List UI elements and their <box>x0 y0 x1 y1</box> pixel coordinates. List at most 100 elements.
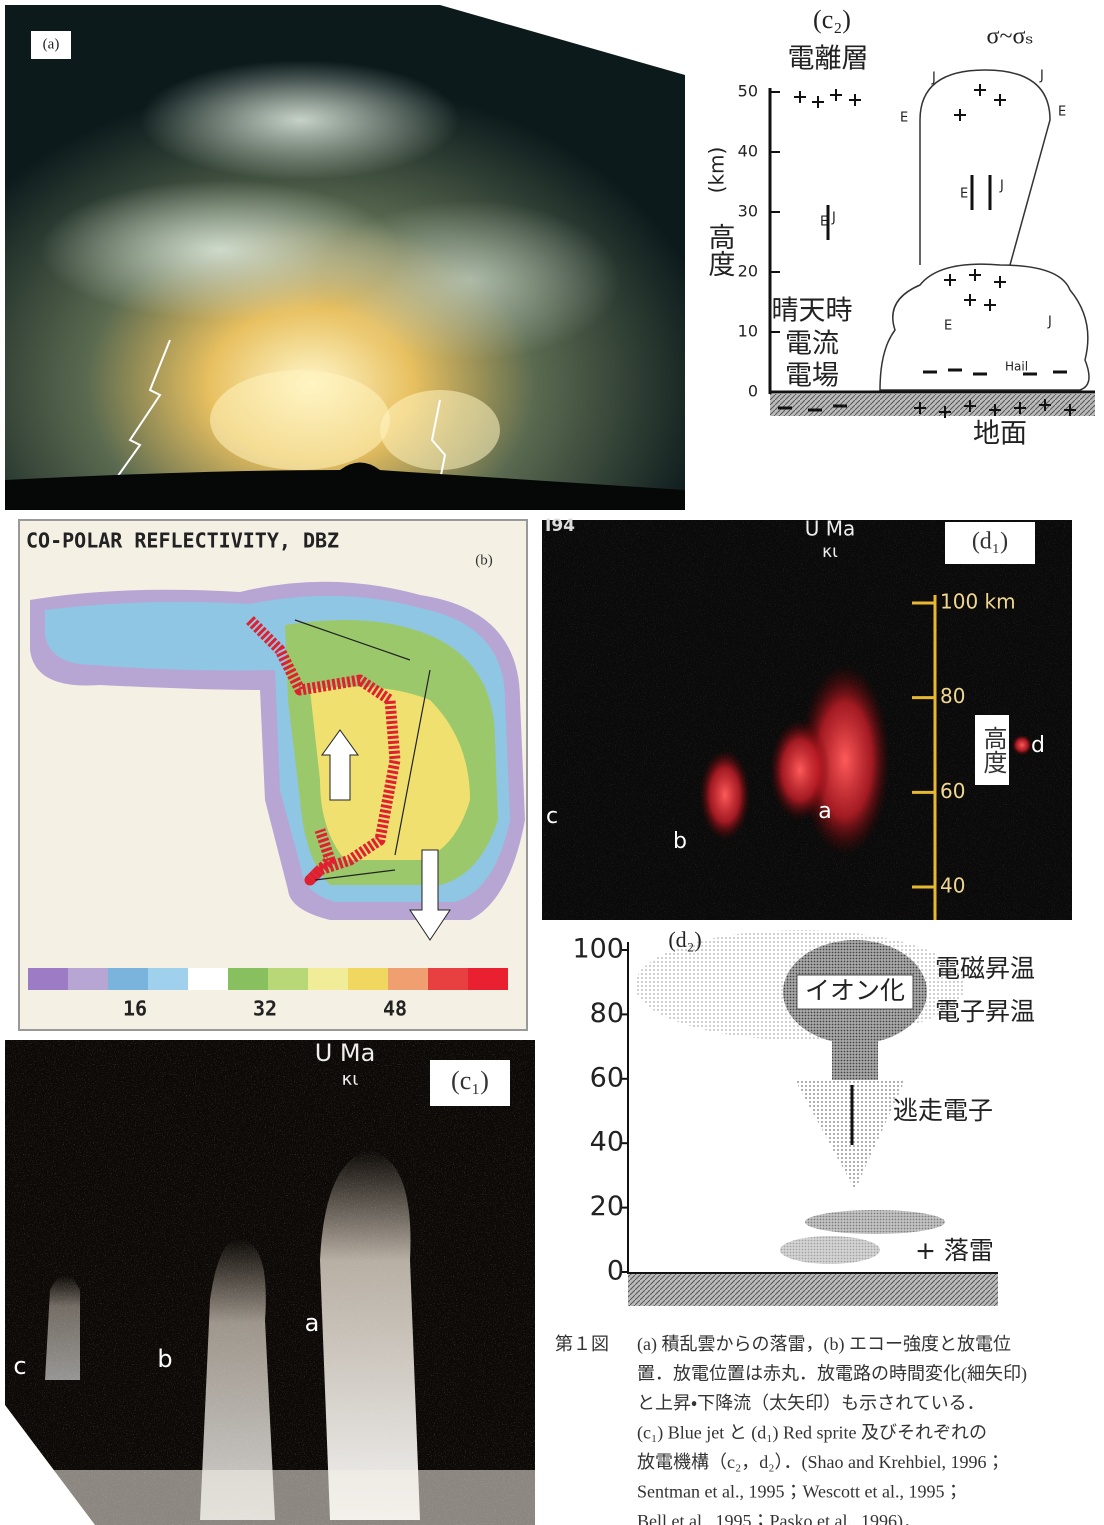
panel-b: CO-POLAR REFLECTIVITY, DBZ (b) 16 32 48 <box>19 520 527 1030</box>
em-heating-label: 電磁昇温 <box>935 954 1035 983</box>
colorbar-swatch <box>268 968 308 990</box>
frame-id: I94 <box>545 516 575 536</box>
y-tick-label: 80 <box>590 998 624 1029</box>
y-axis-unit: (km) <box>705 147 729 194</box>
colorbar <box>28 968 508 990</box>
jet-column <box>320 1150 420 1520</box>
y-tick-label: 20 <box>738 262 758 281</box>
lightning-glow <box>210 370 390 470</box>
charge-plus <box>794 91 806 103</box>
caption-line: Bell et al., 1995；Pasko et al., 1996)． <box>637 1511 921 1525</box>
colorbar-tick-label: 48 <box>383 997 407 1021</box>
conductivity-label: σ~σₛ <box>987 24 1034 50</box>
current-label: J <box>831 211 836 226</box>
panel-label: (d₁) <box>972 529 1008 555</box>
figure-page: (a) (c₂) 電離層 σ~σₛ 高度 (km) 晴天時 電流 電場 Hail… <box>0 0 1104 1525</box>
caption-line: 置．放電位置は赤丸．放電路の時間変化(細矢印) <box>637 1364 1027 1385</box>
y-tick-label: 40 <box>590 1127 624 1158</box>
charge-plus <box>984 299 996 311</box>
current-label: J <box>931 71 936 86</box>
sprite-glow <box>1012 735 1032 755</box>
colorbar-swatch <box>228 968 268 990</box>
ground-hatch <box>628 1274 998 1306</box>
y-tick-label: 30 <box>738 202 758 221</box>
panel-label: (c₂) <box>813 5 851 34</box>
colorbar-tick-label: 32 <box>253 997 277 1021</box>
marker: b <box>157 1345 172 1373</box>
constellation-label: U Ma <box>315 1039 376 1067</box>
colorbar-swatch <box>108 968 148 990</box>
caption-line: と上昇・下降流（太矢印）も示されている． <box>637 1393 985 1413</box>
field-label: E <box>944 319 952 334</box>
field-label: E <box>900 111 908 126</box>
charge-plus <box>849 94 861 106</box>
colorbar-tick-label: 16 <box>123 997 147 1021</box>
fair-weather-label: 電場 <box>785 361 839 392</box>
colorbar-swatch <box>148 968 188 990</box>
scale-tick-label: 60 <box>940 779 965 803</box>
runaway-cone <box>795 1080 905 1190</box>
y-tick-label: 100 <box>572 934 624 965</box>
y-tick-label: 0 <box>748 382 758 401</box>
current-label: J <box>1047 315 1052 330</box>
runaway-label: 逃走電子 <box>893 1096 993 1125</box>
cloud-top <box>805 1210 945 1234</box>
electron-heating-label: 電子昇温 <box>935 997 1035 1026</box>
constellation-label: U Ma <box>805 517 856 541</box>
ground-label: 地面 <box>973 419 1027 450</box>
page: Figure 1 { "panel_a": {"label": "(a)"}, … <box>0 0 1104 1525</box>
jet-column <box>45 1275 80 1380</box>
lightning-label: + 落雷 <box>915 1236 994 1265</box>
charge-plus <box>954 109 966 121</box>
marker: a <box>818 799 831 824</box>
colorbar-swatch <box>28 968 68 990</box>
charge-plus <box>994 276 1006 288</box>
fair-weather-label: 電流 <box>785 329 839 360</box>
caption-line: (a) 積乱雲からの落雷，(b) エコー強度と放電位 <box>637 1334 1011 1355</box>
field-label: E <box>1058 105 1066 120</box>
scale-tick-label: 100 km <box>940 590 1016 614</box>
panel-label: (b) <box>475 552 493 568</box>
marker: c <box>13 1352 26 1380</box>
current-label: J <box>1039 69 1044 84</box>
panel-label: (a) <box>43 36 60 52</box>
colorbar-swatch <box>468 968 508 990</box>
stem <box>832 1040 878 1080</box>
y-tick-label: 60 <box>590 1062 624 1093</box>
charge-plus <box>994 94 1006 106</box>
charge-plus <box>944 274 956 286</box>
y-tick-label: 20 <box>590 1191 624 1222</box>
caption-line: 放電機構（c₂，d₂）．(Shao and Krehbiel, 1996； <box>637 1452 1005 1473</box>
marker: d <box>1031 733 1045 758</box>
field-label: E <box>960 187 968 202</box>
cloud-highlight <box>320 200 620 360</box>
fair-weather-label: 晴天時 <box>772 296 853 327</box>
colorbar-swatch <box>348 968 388 990</box>
colorbar-swatch <box>188 968 228 990</box>
ionosphere-label: 電離層 <box>788 44 869 75</box>
charge-plus <box>974 84 986 96</box>
colorbar-swatch <box>68 968 108 990</box>
hail-label: Hail <box>1005 360 1028 374</box>
charge-plus <box>812 96 824 108</box>
panel-title: CO-POLAR REFLECTIVITY, DBZ <box>26 529 339 553</box>
panel-c2: (c₂) 電離層 σ~σₛ 高度 (km) 晴天時 電流 電場 Hail E J… <box>704 5 1096 450</box>
caption: 第１図 (a) 積乱雲からの落雷，(b) エコー強度と放電位置．放電位置は赤丸．… <box>555 1334 1027 1525</box>
y-tick-label: 40 <box>738 142 758 161</box>
sprite-glow <box>700 750 750 840</box>
jet-outline <box>920 70 1050 265</box>
altitude-label: 高度 <box>979 726 1007 774</box>
ionization-label: イオン化 <box>805 976 905 1005</box>
colorbar-swatch <box>308 968 348 990</box>
charge-plus <box>969 269 981 281</box>
panel-d2: (d₂) イオン化 電磁昇温 電子昇温 逃走電子 + 落雷 0204060801… <box>572 927 1035 1306</box>
colorbar-swatch <box>428 968 468 990</box>
panel-label: (c₁) <box>451 1066 489 1095</box>
panel-a: (a) <box>5 5 685 510</box>
colorbar-swatch <box>388 968 428 990</box>
marker: a <box>305 1309 320 1337</box>
cloud-base <box>780 1236 880 1264</box>
caption-line: (c₁) Blue jet と (d₁) Red sprite 及びそれぞれの <box>637 1423 987 1444</box>
marker: b <box>673 829 687 854</box>
